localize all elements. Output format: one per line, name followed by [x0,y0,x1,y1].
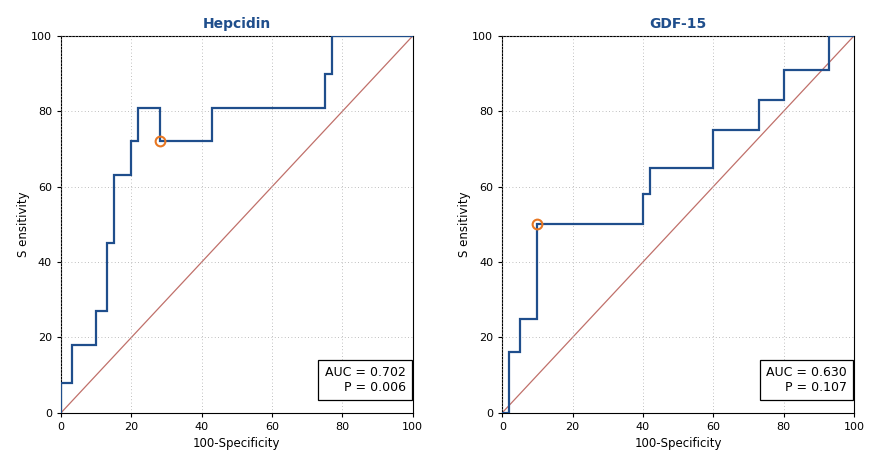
Text: AUC = 0.630
P = 0.107: AUC = 0.630 P = 0.107 [766,366,847,394]
Title: Hepcidin: Hepcidin [203,17,271,31]
Y-axis label: S ensitivity: S ensitivity [17,191,30,257]
X-axis label: 100-Specificity: 100-Specificity [634,437,722,450]
X-axis label: 100-Specificity: 100-Specificity [193,437,281,450]
Y-axis label: S ensitivity: S ensitivity [458,191,470,257]
Title: GDF-15: GDF-15 [649,17,707,31]
Text: AUC = 0.702
P = 0.006: AUC = 0.702 P = 0.006 [325,366,405,394]
